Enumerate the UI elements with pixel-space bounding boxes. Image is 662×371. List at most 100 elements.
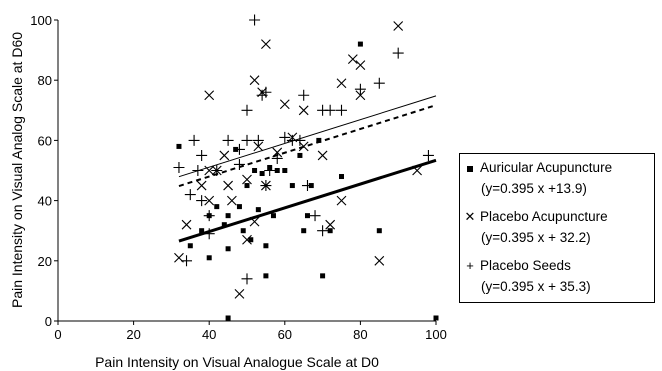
data-point-auricular	[433, 315, 439, 321]
data-point-placebo-seeds	[354, 83, 366, 95]
y-axis-title: Pain Intensity on Visual Analog Scale at…	[9, 32, 25, 308]
axis-ticks: 0 20 40 60 80 100 0 20 40 60 80 100	[30, 13, 447, 342]
data-point-placebo-seeds	[249, 14, 261, 26]
data-point-placebo-seeds	[298, 89, 310, 101]
legend-equation: (y=0.395 x +13.9)	[481, 181, 587, 196]
data-point-placebo-seeds	[324, 104, 336, 116]
data-point-placebo-acupuncture	[242, 174, 252, 185]
data-point-placebo-acupuncture	[204, 195, 215, 206]
data-point-auricular	[206, 255, 212, 261]
data-point-auricular	[225, 315, 231, 321]
data-point-placebo-seeds	[233, 158, 245, 170]
data-point-placebo-acupuncture	[347, 54, 358, 65]
data-point-placebo-acupuncture	[223, 180, 233, 191]
trendline-series-2	[178, 95, 437, 178]
data-point-placebo-acupuncture	[226, 195, 237, 206]
legend-equation: (y=0.395 x + 35.3)	[481, 279, 591, 294]
legend-equation: (y=0.395 x + 32.2)	[481, 230, 591, 245]
data-point-placebo-seeds	[294, 134, 306, 146]
square-marker-icon	[464, 157, 476, 178]
data-point-placebo-acupuncture	[355, 90, 366, 101]
data-point-auricular	[248, 237, 254, 243]
data-point-placebo-acupuncture	[196, 180, 207, 191]
data-point-placebo-seeds	[184, 189, 196, 201]
data-point-placebo-acupuncture	[181, 219, 192, 230]
data-point-placebo-acupuncture	[261, 39, 271, 49]
y-tick-label: 20	[38, 254, 52, 269]
data-point-auricular	[187, 243, 193, 249]
data-point-auricular	[263, 243, 269, 249]
x-tick-label: 60	[278, 327, 292, 342]
x-tick-label: 40	[202, 327, 216, 342]
data-point-placebo-acupuncture	[298, 105, 309, 116]
data-point-auricular	[282, 168, 288, 173]
y-tick-label: 0	[45, 314, 52, 329]
data-point-placebo-acupuncture	[412, 165, 422, 176]
legend-entry-placebo-acupuncture: ✕ Placebo Acupuncture (y=0.395 x + 32.2)	[464, 206, 608, 248]
data-point-placebo-seeds	[188, 134, 200, 146]
data-point-auricular	[263, 273, 269, 279]
data-point-placebo-seeds	[203, 210, 215, 222]
data-point-auricular	[240, 228, 246, 234]
data-point-auricular	[225, 246, 231, 252]
x-tick-label: 100	[425, 327, 447, 342]
data-point-placebo-seeds	[241, 273, 253, 285]
data-point-placebo-acupuncture	[234, 289, 245, 299]
legend-label: Placebo Seeds	[480, 258, 571, 273]
data-point-auricular	[327, 228, 333, 234]
data-point-placebo-seeds	[301, 180, 313, 192]
data-point-placebo-seeds	[192, 165, 204, 176]
data-point-placebo-acupuncture	[272, 147, 283, 158]
data-point-placebo-seeds	[309, 210, 321, 222]
data-point-auricular	[316, 137, 322, 143]
y-tick-label: 60	[38, 133, 52, 148]
data-point-auricular	[236, 204, 242, 210]
legend-entry-auricular: Auricular Acupuncture (y=0.395 x +13.9)	[464, 157, 612, 199]
data-points	[173, 14, 439, 321]
data-point-placebo-seeds	[392, 47, 404, 59]
data-point-auricular	[304, 213, 310, 219]
legend-label: Auricular Acupuncture	[480, 160, 613, 175]
data-point-auricular	[376, 228, 382, 234]
data-point-placebo-acupuncture	[253, 141, 264, 152]
data-point-auricular	[274, 168, 280, 173]
data-point-placebo-seeds	[181, 255, 193, 267]
legend-label: Placebo Acupuncture	[480, 209, 608, 224]
data-point-auricular	[297, 152, 303, 158]
data-point-placebo-seeds	[373, 77, 385, 89]
y-tick-label: 80	[38, 73, 52, 88]
y-tick-label: 40	[38, 194, 52, 209]
data-point-placebo-acupuncture	[204, 165, 215, 176]
data-point-placebo-acupuncture	[336, 195, 347, 206]
data-point-placebo-acupuncture	[204, 90, 215, 101]
data-point-auricular	[199, 228, 205, 234]
data-point-placebo-seeds	[260, 180, 272, 192]
data-point-placebo-seeds	[211, 165, 223, 176]
data-point-placebo-seeds	[317, 225, 329, 237]
data-point-placebo-seeds	[233, 143, 245, 155]
data-point-placebo-seeds	[279, 131, 291, 143]
data-point-placebo-seeds	[173, 161, 185, 173]
data-point-placebo-acupuncture	[279, 99, 290, 110]
data-point-auricular	[357, 41, 363, 47]
data-point-placebo-seeds	[241, 104, 253, 116]
data-point-auricular	[214, 204, 220, 210]
data-point-auricular	[252, 168, 258, 173]
legend-entry-placebo-seeds: + Placebo Seeds (y=0.395 x + 35.3)	[464, 255, 591, 297]
data-point-placebo-seeds	[196, 195, 208, 207]
x-tick-label: 80	[353, 327, 367, 342]
data-point-placebo-acupuncture	[393, 21, 404, 31]
data-point-placebo-acupuncture	[249, 75, 260, 86]
data-point-placebo-acupuncture	[317, 150, 328, 161]
x-tick-label: 0	[54, 327, 61, 342]
data-point-auricular	[255, 207, 261, 213]
data-point-placebo-acupuncture	[249, 216, 260, 227]
data-point-auricular	[221, 222, 227, 228]
data-point-auricular	[176, 143, 182, 149]
data-point-placebo-seeds	[222, 134, 234, 146]
data-point-auricular	[301, 228, 307, 234]
data-point-auricular	[244, 183, 250, 189]
data-point-placebo-seeds	[264, 165, 276, 176]
x-tick-label: 20	[126, 327, 140, 342]
